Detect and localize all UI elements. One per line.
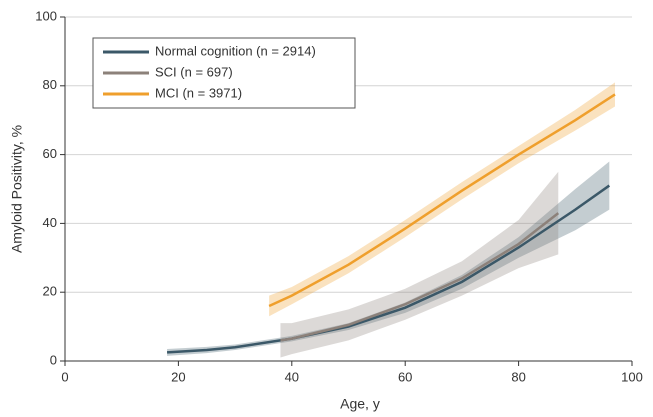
y-tick-label: 40 (43, 215, 57, 230)
x-axis-title: Age, y (340, 396, 380, 412)
series-line (268, 93, 616, 308)
legend-label: SCI (n = 697) (155, 64, 233, 79)
y-tick-label: 80 (43, 77, 57, 92)
y-tick-label: 60 (43, 146, 57, 161)
y-tick-label: 20 (43, 284, 57, 299)
x-tick-label: 80 (511, 369, 525, 384)
series-line (280, 212, 560, 342)
x-tick-label: 0 (61, 369, 68, 384)
series-line (166, 184, 611, 354)
x-tick-label: 60 (398, 369, 412, 384)
confidence-band (269, 82, 615, 317)
confidence-band (280, 171, 559, 358)
legend-label: MCI (n = 3971) (155, 85, 242, 100)
x-tick-label: 100 (621, 369, 643, 384)
y-axis-title: Amyloid Positivity, % (9, 125, 25, 253)
x-tick-label: 20 (171, 369, 185, 384)
y-tick-label: 0 (50, 352, 57, 367)
confidence-band (167, 161, 610, 356)
legend-label: Normal cognition (n = 2914) (155, 43, 316, 58)
y-tick-label: 100 (35, 8, 57, 23)
x-tick-label: 40 (285, 369, 299, 384)
